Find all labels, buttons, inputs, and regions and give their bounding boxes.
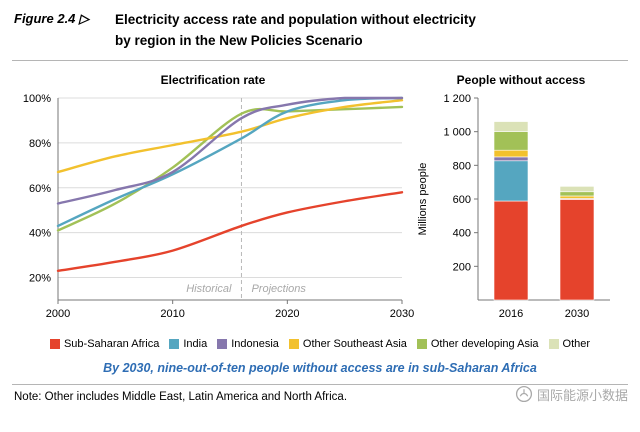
y-tick-label: 400 (453, 228, 471, 240)
footer-divider (12, 383, 628, 385)
line-other-developing-asia (56, 105, 404, 232)
line-chart-title: Electrification rate (160, 72, 266, 87)
line-indonesia (56, 96, 404, 205)
line-india (56, 96, 404, 227)
bar-segment-sub-saharan-africa-2030 (559, 198, 595, 301)
callout-text: By 2030, nine-out-of-ten people without … (103, 360, 537, 375)
legend-swatch-indonesia (217, 338, 228, 349)
figure-label: Figure 2.4 ▷ (14, 11, 90, 26)
bar-chart-title: People without access (456, 72, 586, 87)
legend-label: Other developing Asia (430, 337, 539, 350)
footnote: Note: Other includes Middle East, Latin … (14, 390, 348, 403)
figure-title-line2: by region in the New Policies Scenario (115, 32, 363, 48)
line-sub-saharan-africa (56, 190, 404, 272)
y-tick-label: 40% (29, 228, 51, 240)
x-tick-label: 2030 (565, 308, 589, 320)
watermark-logo-icon (515, 386, 533, 403)
electrification-rate-block: Electrification rate 20% 40% 60% 80% 100% His… (12, 73, 414, 330)
header-divider (12, 59, 628, 61)
figure-page: Figure 2.4 ▷ Electricity access rate and… (12, 8, 628, 403)
figure-header: Figure 2.4 ▷ Electricity access rate and… (12, 8, 628, 60)
bar-segment-sub-saharan-africa-2016 (493, 200, 529, 301)
y-tick-label: 600 (453, 194, 471, 206)
people-without-access-chart: Millions people 200 400 600 800 1 000 1 200 201… (417, 93, 610, 320)
bar-segment-other-southeast-asia-2016 (493, 149, 529, 158)
legend-label: Sub-Saharan Africa (63, 337, 160, 350)
legend-item-indonesia: Indonesia (217, 338, 279, 350)
watermark: 国际能源小数据 (515, 385, 628, 404)
legend-item-india: India (169, 338, 207, 350)
legend-swatch-sub-saharan-africa (49, 338, 60, 349)
y-tick-label: 100% (23, 93, 51, 105)
x-tick-label: 2030 (390, 308, 414, 320)
footer: Note: Other includes Middle East, Latin … (12, 385, 628, 403)
bar-segment-other-developing-asia-2030 (559, 191, 595, 197)
legend-swatch-india (169, 338, 180, 349)
legend-label: Other Southeast Asia (302, 337, 407, 350)
legend-label: India (183, 337, 208, 350)
legend: Sub-Saharan Africa India Indonesia Other So… (12, 338, 628, 350)
legend-item-sub-saharan-africa: Sub-Saharan Africa (49, 337, 160, 350)
bar-segment-india-2016 (493, 160, 529, 202)
legend-swatch-other-southeast-asia (288, 338, 299, 349)
bar-segment-indonesia-2016 (493, 156, 529, 161)
x-tick-label: 2020 (275, 308, 299, 320)
y-tick-label: 800 (453, 160, 471, 172)
bar-segment-other-2030 (559, 185, 595, 192)
projections-label: Projections (251, 283, 306, 295)
bar-chart-ylabel: Millions people (417, 162, 429, 235)
bar-segment-other-developing-asia-2016 (493, 131, 529, 151)
bar-segment-other-southeast-asia-2030 (559, 195, 595, 199)
y-tick-label: 20% (29, 272, 51, 284)
x-tick-label: 2010 (160, 308, 184, 320)
legend-swatch-other (548, 338, 559, 349)
legend-item-other-developing-asia: Other developing Asia (416, 337, 539, 350)
line-other-southeast-asia (56, 98, 404, 174)
y-tick-label: 1 000 (443, 127, 471, 139)
y-tick-label: 80% (29, 138, 51, 150)
legend-label: Indonesia (231, 337, 279, 350)
y-tick-label: 60% (29, 183, 51, 195)
charts-row: Electrification rate 20% 40% 60% 80% 100% His… (12, 73, 628, 330)
x-tick-label: 2016 (499, 308, 523, 320)
figure-title: Electricity access rate and population w… (115, 10, 476, 52)
historical-label: Historical (186, 283, 232, 295)
legend-label: Other (562, 337, 591, 350)
x-tick-label: 2000 (46, 308, 70, 320)
y-tick-label: 200 (453, 261, 471, 273)
bar-segment-other-2016 (493, 121, 529, 132)
legend-item-other-southeast-asia: Other Southeast Asia (288, 337, 407, 350)
legend-item-other: Other (548, 337, 591, 350)
watermark-text: 国际能源小数据 (536, 387, 628, 403)
electrification-rate-chart: 20% 40% 60% 80% 100% Historical Projections 200… (23, 93, 414, 320)
legend-swatch-other-developing-asia (416, 338, 427, 349)
figure-title-line1: Electricity access rate and population w… (115, 12, 476, 27)
y-tick-label: 1 200 (443, 93, 471, 105)
people-without-access-block: People without access Millions people 200… (414, 73, 628, 330)
